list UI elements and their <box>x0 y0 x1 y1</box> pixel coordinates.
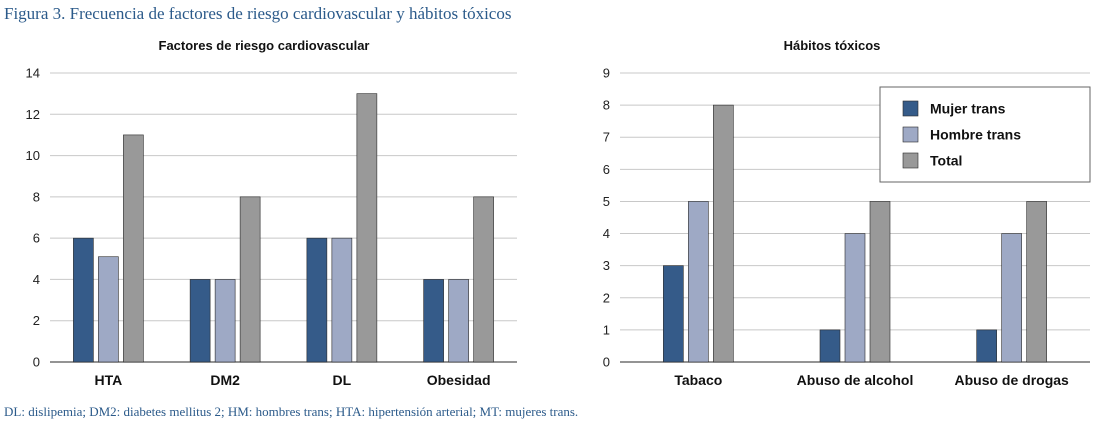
bar-dm2-total <box>239 196 261 363</box>
y-tick-label: 6 <box>33 231 40 246</box>
legend-label-mujer-trans: Mujer trans <box>930 101 1006 117</box>
y-tick-label: 4 <box>33 272 40 287</box>
x-category-label: DL <box>333 372 352 388</box>
y-tick-label: 0 <box>603 355 610 370</box>
bar-obesidad-hombre-trans <box>448 279 469 363</box>
y-tick-label: 2 <box>33 313 40 328</box>
chart-title: Hábitos tóxicos <box>784 38 881 53</box>
bar-abuso-de-alcohol-hombre-trans <box>844 233 866 363</box>
bar-obesidad-total <box>473 196 494 363</box>
bar-abuso-de-drogas-mujer-trans <box>976 329 997 363</box>
bar-abuso-de-alcohol-mujer-trans <box>819 329 841 363</box>
bar-abuso-de-alcohol-total <box>869 201 891 363</box>
figure-label: Figura 3. <box>4 4 66 23</box>
legend-label-total: Total <box>930 153 962 169</box>
legend-label-hombre-trans: Hombre trans <box>930 127 1021 143</box>
bar-obesidad-mujer-trans <box>423 279 444 363</box>
y-tick-label: 1 <box>603 322 610 337</box>
x-category-label: Abuso de drogas <box>954 372 1069 388</box>
y-tick-label: 12 <box>26 107 40 122</box>
bar-abuso-de-drogas-hombre-trans <box>1001 233 1022 363</box>
chart-title: Factores de riesgo cardiovascular <box>159 38 370 53</box>
y-tick-label: 3 <box>603 258 610 273</box>
bar-dm2-hombre-trans <box>214 279 236 363</box>
bar-hta-mujer-trans <box>73 237 94 363</box>
y-tick-label: 14 <box>26 66 40 81</box>
bar-dl-hombre-trans <box>331 237 353 363</box>
x-category-label: Abuso de alcohol <box>797 372 914 388</box>
bar-tabaco-total <box>713 104 734 363</box>
y-tick-label: 4 <box>603 226 610 241</box>
legend-swatch-total <box>902 152 919 169</box>
legend-swatch-mujer-trans <box>902 100 919 117</box>
bar-tabaco-mujer-trans <box>663 265 684 363</box>
figure-title: Figura 3. Frecuencia de factores de ries… <box>4 4 511 24</box>
x-category-label: Tabaco <box>674 372 722 388</box>
figure-title-text: Frecuencia de factores de riesgo cardiov… <box>69 4 512 23</box>
legend-swatch-hombre-trans <box>902 126 919 143</box>
figure-footnote: DL: dislipemia; DM2: diabetes mellitus 2… <box>4 404 579 419</box>
y-tick-label: 8 <box>603 98 610 113</box>
x-category-label: Obesidad <box>427 372 491 388</box>
y-tick-label: 10 <box>26 148 40 163</box>
x-category-label: DM2 <box>210 372 240 388</box>
y-tick-label: 6 <box>603 162 610 177</box>
bar-hta-hombre-trans <box>98 256 119 363</box>
y-tick-label: 2 <box>603 290 610 305</box>
y-tick-label: 0 <box>33 355 40 370</box>
x-category-label: HTA <box>95 372 123 388</box>
y-tick-label: 7 <box>603 130 610 145</box>
y-tick-label: 9 <box>603 66 610 81</box>
bar-tabaco-hombre-trans <box>688 201 709 363</box>
bar-dl-mujer-trans <box>306 237 328 363</box>
bar-hta-total <box>123 134 144 363</box>
y-tick-label: 8 <box>33 189 40 204</box>
y-tick-label: 5 <box>603 194 610 209</box>
bar-dm2-mujer-trans <box>189 279 211 363</box>
bar-dl-total <box>356 93 378 363</box>
bar-abuso-de-drogas-total <box>1026 201 1047 363</box>
